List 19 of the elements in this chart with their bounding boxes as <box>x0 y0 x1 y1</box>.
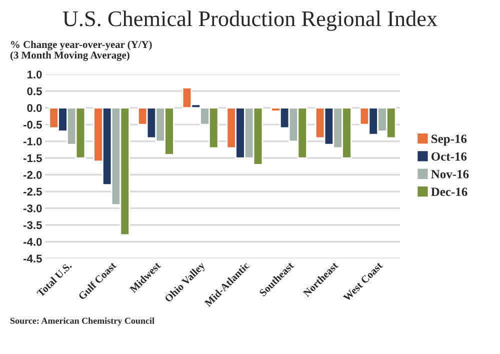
y-tick-label: -3.5 <box>24 221 42 230</box>
legend-label: Nov-16 <box>431 170 469 178</box>
legend-label: Sep-16 <box>432 134 467 146</box>
y-tick-label: -2.5 <box>24 188 42 196</box>
chart-subtitle: % Change year-over-year (Y/Y) (3 Month Moving Average) <box>10 40 152 61</box>
chart-title: U.S. Chemical Production Regional Index <box>62 10 438 31</box>
y-tick-label: -4.0 <box>24 238 42 246</box>
legend-label: Oct-16 <box>431 152 467 161</box>
y-tick-label: 0.5 <box>27 87 42 96</box>
y-tick-label: 1.0 <box>27 70 42 78</box>
source-note: Source: American Chemistry Council <box>10 317 154 326</box>
legend-label: Dec-16 <box>431 188 468 196</box>
y-tick-label: -3.0 <box>24 204 42 212</box>
y-tick-label: -4.5 <box>24 254 42 263</box>
y-tick-label: -1.0 <box>24 138 42 146</box>
y-tick-label: 0.0 <box>27 104 42 112</box>
y-tick-label: -1.5 <box>24 154 42 162</box>
y-tick-label: -2.0 <box>24 171 42 179</box>
y-tick-label: -0.5 <box>24 120 42 129</box>
